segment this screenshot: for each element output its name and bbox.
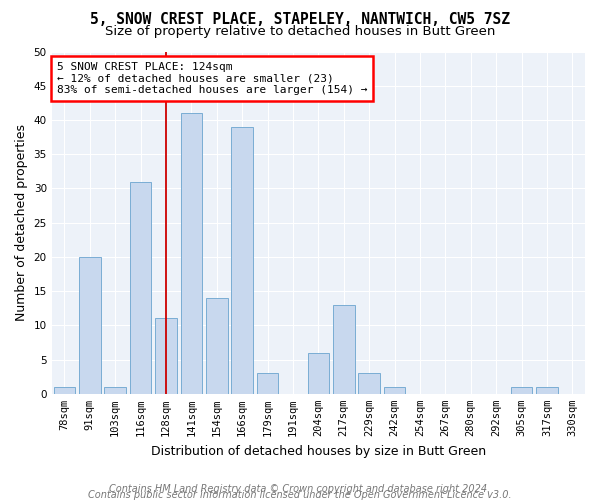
Bar bbox=[53, 387, 75, 394]
Bar bbox=[130, 182, 151, 394]
Bar bbox=[206, 298, 227, 394]
Bar bbox=[79, 257, 101, 394]
X-axis label: Distribution of detached houses by size in Butt Green: Distribution of detached houses by size … bbox=[151, 444, 486, 458]
Bar bbox=[155, 318, 177, 394]
Text: Size of property relative to detached houses in Butt Green: Size of property relative to detached ho… bbox=[105, 25, 495, 38]
Bar bbox=[308, 352, 329, 394]
Text: Contains HM Land Registry data © Crown copyright and database right 2024.: Contains HM Land Registry data © Crown c… bbox=[109, 484, 491, 494]
Bar bbox=[536, 387, 557, 394]
Bar bbox=[257, 374, 278, 394]
Bar bbox=[358, 374, 380, 394]
Text: 5, SNOW CREST PLACE, STAPELEY, NANTWICH, CW5 7SZ: 5, SNOW CREST PLACE, STAPELEY, NANTWICH,… bbox=[90, 12, 510, 28]
Bar bbox=[511, 387, 532, 394]
Bar bbox=[181, 113, 202, 394]
Bar bbox=[104, 387, 126, 394]
Bar bbox=[232, 127, 253, 394]
Text: Contains public sector information licensed under the Open Government Licence v3: Contains public sector information licen… bbox=[88, 490, 512, 500]
Bar bbox=[384, 387, 406, 394]
Y-axis label: Number of detached properties: Number of detached properties bbox=[15, 124, 28, 321]
Text: 5 SNOW CREST PLACE: 124sqm
← 12% of detached houses are smaller (23)
83% of semi: 5 SNOW CREST PLACE: 124sqm ← 12% of deta… bbox=[57, 62, 367, 95]
Bar bbox=[333, 305, 355, 394]
